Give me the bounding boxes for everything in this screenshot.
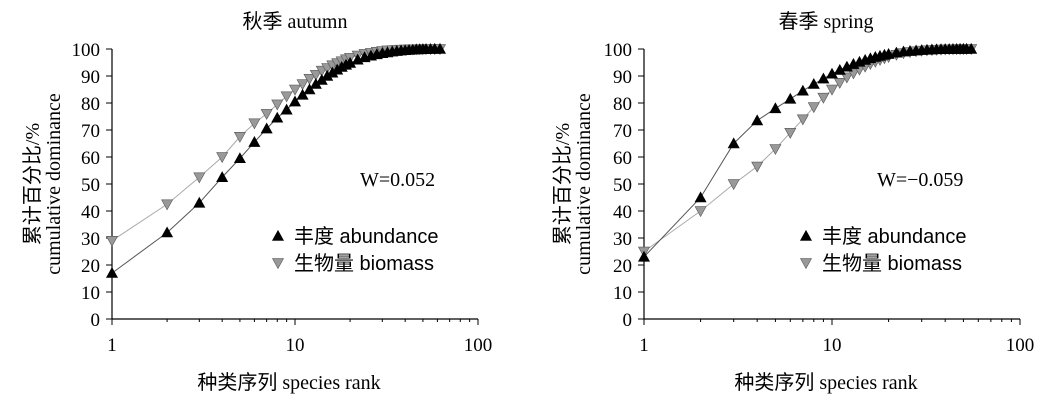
y-tick-label: 40 — [613, 202, 632, 223]
data-point-biomass — [727, 179, 740, 191]
series-line-biomass — [643, 48, 972, 252]
y-tick-label: 0 — [91, 310, 101, 331]
chart-title: 春季 spring — [779, 10, 874, 33]
data-point-abundance — [260, 122, 273, 134]
y-tick-label: 90 — [613, 67, 632, 88]
data-point-biomass — [248, 118, 261, 130]
data-point-biomass — [288, 84, 302, 96]
data-point-abundance — [105, 266, 119, 278]
data-point-biomass — [309, 69, 322, 81]
y-tick-label: 50 — [613, 175, 632, 196]
data-point-biomass — [161, 199, 174, 211]
w-statistic-annotation: W=0.052 — [360, 169, 435, 191]
data-point-abundance — [784, 92, 797, 104]
legend-marker-biomass — [799, 258, 813, 270]
data-point-abundance — [288, 95, 302, 107]
x-axis-label: 种类序列 species rank — [197, 371, 380, 394]
data-point-biomass — [280, 91, 293, 103]
y-tick-label: 70 — [81, 121, 100, 142]
data-point-abundance — [807, 77, 820, 89]
data-point-abundance — [727, 137, 740, 149]
y-tick-label: 20 — [81, 256, 100, 277]
legend-marker-abundance — [799, 229, 813, 241]
y-axis-label-en: cumulative dominance — [573, 93, 595, 275]
y-tick-label: 30 — [613, 229, 632, 250]
legend-label-biomass: 生物量 biomass — [294, 252, 434, 275]
x-tick-label: 10 — [286, 335, 305, 356]
x-tick-label: 1 — [639, 335, 649, 356]
chart-title: 秋季 autumn — [243, 10, 348, 33]
y-tick-label: 70 — [613, 121, 632, 142]
data-point-biomass — [817, 92, 830, 104]
y-axis-label-en: cumulative dominance — [43, 93, 65, 275]
legend-label-biomass: 生物量 biomass — [822, 252, 962, 275]
data-point-biomass — [193, 172, 206, 184]
data-point-biomass — [825, 84, 839, 96]
x-axis-label: 种类序列 species rank — [734, 371, 917, 394]
data-point-biomass — [105, 236, 119, 247]
data-point-abundance — [161, 226, 174, 238]
data-point-biomass — [796, 114, 809, 126]
data-point-abundance — [216, 171, 229, 182]
data-point-biomass — [784, 128, 797, 139]
legend-marker-biomass — [271, 258, 285, 270]
legend-marker-abundance — [271, 229, 285, 241]
y-tick-label: 40 — [81, 202, 100, 223]
data-point-abundance — [751, 114, 764, 126]
legend-label-abundance: 丰度 abundance — [822, 225, 967, 248]
y-tick-label: 90 — [81, 67, 100, 88]
data-point-abundance — [233, 152, 246, 164]
data-point-biomass — [271, 99, 284, 111]
data-point-abundance — [637, 250, 651, 262]
y-tick-label: 80 — [613, 94, 632, 115]
data-point-abundance — [433, 42, 447, 54]
x-tick-label: 1 — [107, 335, 117, 356]
data-point-biomass — [260, 109, 273, 120]
data-point-abundance — [694, 191, 707, 203]
data-point-biomass — [233, 132, 246, 143]
y-tick-label: 20 — [613, 256, 632, 277]
y-tick-label: 100 — [72, 40, 101, 61]
y-tick-label: 60 — [613, 148, 632, 169]
data-point-biomass — [751, 161, 764, 173]
data-point-biomass — [807, 102, 820, 114]
y-tick-label: 0 — [623, 310, 633, 331]
y-tick-label: 10 — [613, 283, 632, 304]
data-point-biomass — [833, 78, 846, 89]
y-tick-label: 50 — [81, 175, 100, 196]
data-point-biomass — [694, 206, 707, 218]
data-point-abundance — [193, 196, 206, 208]
data-point-abundance — [303, 83, 316, 95]
y-tick-label: 10 — [81, 283, 100, 304]
y-tick-label: 60 — [81, 148, 100, 169]
data-point-biomass — [216, 152, 229, 164]
w-statistic-annotation: W=−0.059 — [877, 169, 963, 191]
data-point-biomass — [840, 72, 853, 84]
data-point-biomass — [769, 144, 782, 156]
data-point-abundance — [965, 42, 978, 54]
data-point-abundance — [248, 136, 261, 147]
y-axis-label-zh: 累计百分比/% — [551, 123, 574, 245]
data-point-abundance — [817, 72, 830, 84]
data-point-biomass — [296, 79, 309, 91]
data-point-abundance — [296, 88, 309, 100]
y-tick-label: 80 — [81, 94, 100, 115]
y-tick-label: 30 — [81, 229, 100, 250]
series-line-biomass — [111, 48, 441, 242]
data-point-abundance — [769, 102, 782, 114]
legend-label-abundance: 丰度 abundance — [294, 225, 439, 248]
data-point-abundance — [796, 84, 809, 96]
y-tick-label: 100 — [604, 40, 633, 61]
y-axis-label-zh: 累计百分比/% — [21, 123, 44, 245]
data-point-abundance — [271, 111, 284, 123]
data-point-biomass — [303, 74, 316, 85]
x-tick-label: 100 — [464, 335, 493, 356]
x-tick-label: 10 — [823, 335, 842, 356]
data-point-abundance — [280, 103, 293, 115]
x-tick-label: 100 — [1006, 335, 1035, 356]
